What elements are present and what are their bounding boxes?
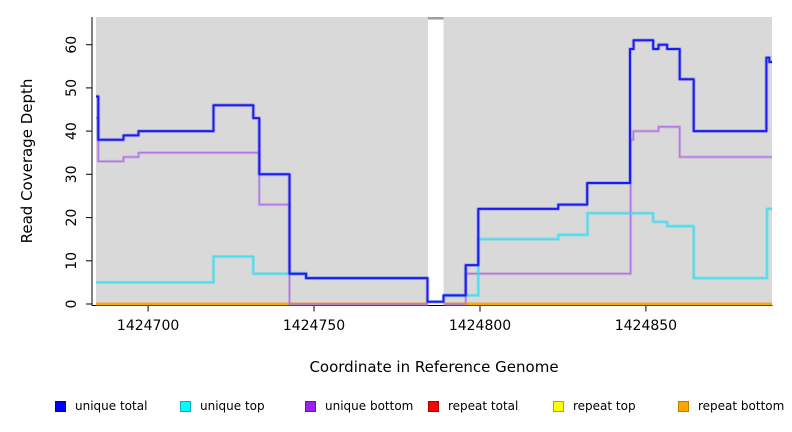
y-tick-label: 20 (64, 209, 80, 227)
legend-label: repeat total (448, 399, 519, 413)
x-tick-label: 1424750 (283, 318, 345, 334)
legend-swatch-unique-top (180, 400, 191, 412)
series-unique-top (443, 208, 772, 297)
legend-item-repeat-total: repeat total (428, 399, 518, 413)
y-tick-label: 30 (64, 165, 80, 183)
x-tick-label: 1424850 (615, 318, 677, 334)
masked-region-cap (428, 17, 444, 20)
y-tick-label: 50 (64, 79, 80, 97)
legend-label: unique top (200, 399, 265, 413)
legend-swatch-unique-total (55, 400, 66, 412)
y-tick-label: 10 (64, 252, 80, 270)
legend-label: repeat top (573, 399, 636, 413)
legend-item-unique-bottom: unique bottom (305, 399, 413, 413)
legend-swatch-repeat-bottom (678, 400, 689, 412)
legend: unique total unique top unique bottom repea… (0, 399, 792, 419)
legend-swatch-unique-bottom (305, 400, 316, 412)
masked-region (428, 19, 444, 306)
legend-item-repeat-top: repeat top (553, 399, 636, 413)
legend-item-unique-top: unique top (180, 399, 265, 413)
legend-label: unique total (75, 399, 148, 413)
x-tick-label: 1424800 (449, 318, 511, 334)
series-unique-total (96, 39, 772, 303)
y-axis-title: Read Coverage Depth (18, 78, 36, 244)
legend-swatch-repeat-total (428, 400, 439, 412)
legend-label: repeat bottom (698, 399, 785, 413)
legend-item-unique-total: unique total (55, 399, 147, 413)
y-tick-label: 0 (64, 300, 80, 309)
y-tick-label: 40 (64, 122, 80, 140)
x-tick-label: 1424700 (117, 318, 179, 334)
legend-item-repeat-bottom: repeat bottom (678, 399, 784, 413)
x-axis-title: Coordinate in Reference Genome (309, 358, 559, 376)
legend-swatch-repeat-top (553, 400, 564, 412)
legend-label: unique bottom (325, 399, 414, 413)
y-tick-label: 60 (64, 36, 80, 54)
